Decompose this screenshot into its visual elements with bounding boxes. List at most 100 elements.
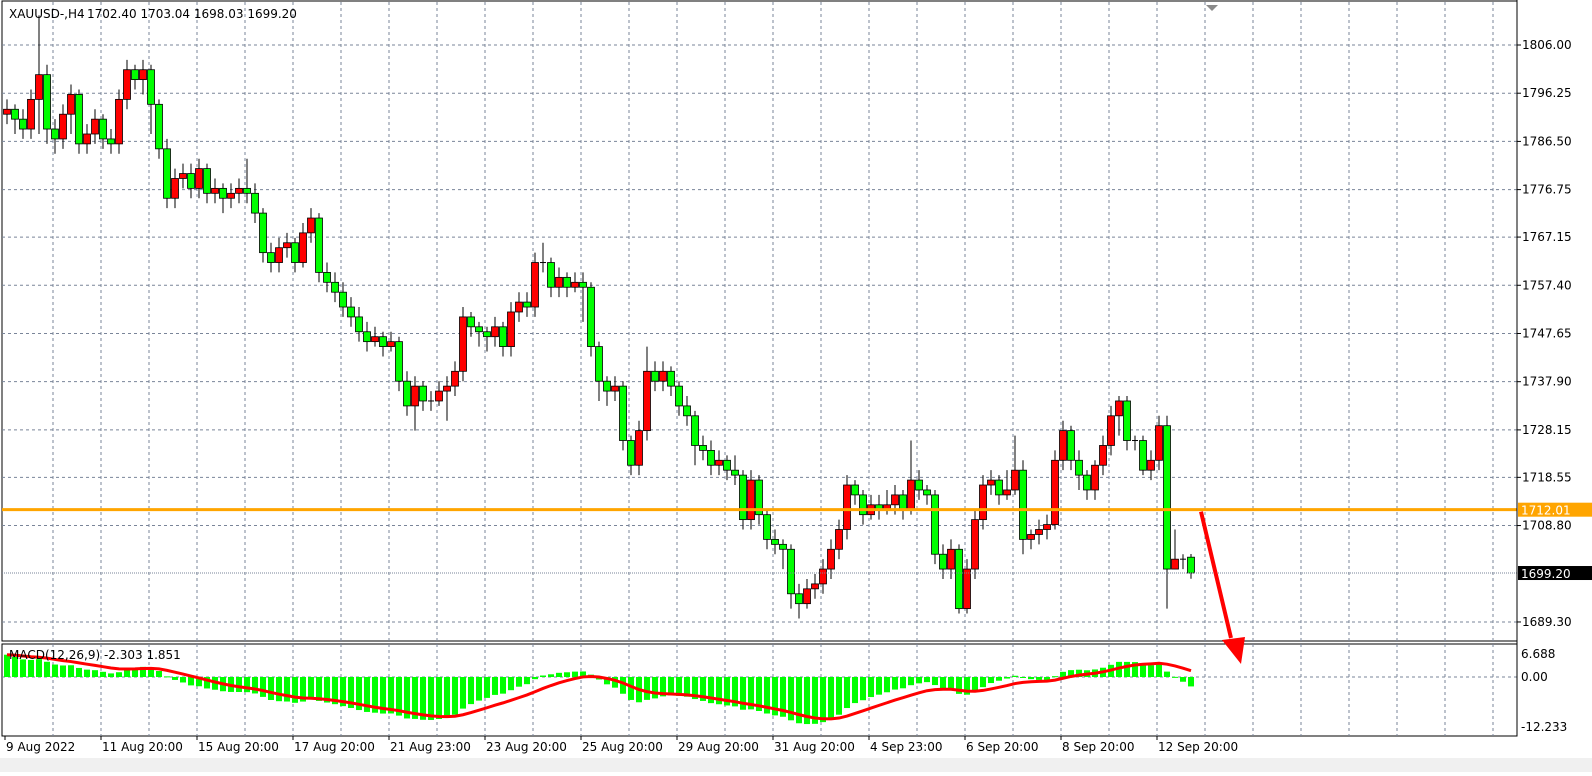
candles bbox=[2, 15, 1517, 664]
macd-histogram-bar bbox=[532, 677, 538, 680]
candle-body bbox=[1027, 534, 1035, 540]
macd-histogram-bar bbox=[1124, 661, 1130, 677]
macd-histogram-bar bbox=[1044, 677, 1050, 681]
candle-body bbox=[635, 430, 643, 466]
candle-body bbox=[1147, 459, 1155, 471]
price-tick-label: 1786.50 bbox=[1522, 134, 1572, 148]
macd-histogram-bar bbox=[372, 677, 378, 713]
candle-body bbox=[403, 380, 411, 407]
level-price-label: 1712.01 bbox=[1521, 504, 1571, 518]
macd-histogram-bar bbox=[828, 677, 834, 719]
candle-body bbox=[683, 405, 691, 417]
macd-histogram-bar bbox=[676, 677, 682, 696]
macd-histogram-bar bbox=[196, 677, 202, 687]
candle-body bbox=[787, 548, 795, 595]
macd-histogram-bar bbox=[804, 677, 810, 725]
candle-body bbox=[563, 276, 571, 288]
candle-body bbox=[283, 242, 291, 249]
candle-body bbox=[747, 479, 755, 521]
candle-body bbox=[755, 479, 763, 516]
candle-body bbox=[323, 272, 331, 283]
macd-histogram-bar bbox=[92, 670, 98, 677]
candle-body bbox=[483, 331, 491, 338]
time-tick-label: 31 Aug 20:00 bbox=[774, 740, 855, 754]
macd-histogram-bar bbox=[868, 677, 874, 698]
candle-body bbox=[99, 118, 107, 140]
macd-histogram-bar bbox=[1172, 676, 1178, 678]
macd-histogram-bar bbox=[268, 677, 274, 700]
candle-body bbox=[627, 440, 635, 466]
candle-body bbox=[779, 543, 787, 550]
macd-histogram-bar bbox=[156, 671, 162, 677]
candle-body bbox=[371, 336, 379, 343]
candle-body bbox=[651, 370, 659, 382]
candle-body bbox=[347, 306, 355, 318]
macd-histogram-bar bbox=[860, 677, 866, 701]
candle-body bbox=[307, 217, 315, 234]
macd-tick-label: 6.688 bbox=[1521, 647, 1555, 661]
macd-histogram-bar bbox=[1156, 664, 1162, 677]
candle-body bbox=[155, 103, 163, 150]
macd-histogram-bar bbox=[1140, 664, 1146, 677]
macd-histogram-bar bbox=[244, 677, 250, 693]
macd-label: MACD(12,26,9) -2.303 1.851 bbox=[9, 648, 181, 662]
macd-histogram-bar bbox=[28, 659, 34, 677]
chart-shift-marker-icon[interactable] bbox=[1206, 5, 1218, 11]
macd-tick-label: -12.233 bbox=[1521, 720, 1567, 734]
candle-body bbox=[955, 548, 963, 610]
macd-histogram-bar bbox=[836, 677, 842, 715]
time-tick-label: 29 Aug 20:00 bbox=[678, 740, 759, 754]
candle-body bbox=[67, 94, 75, 115]
annotation-arrow-shaft bbox=[1199, 511, 1233, 639]
macd-histogram-bar bbox=[604, 677, 610, 685]
macd-histogram-bar bbox=[892, 677, 898, 690]
candle-body bbox=[843, 484, 851, 530]
candle-body bbox=[795, 593, 803, 605]
chart-symbol: XAUUSD-,H4 bbox=[9, 7, 85, 21]
macd-histogram-bar bbox=[996, 677, 1002, 681]
candle-body bbox=[475, 326, 483, 333]
candle-body bbox=[907, 479, 915, 511]
candle-body bbox=[275, 247, 283, 263]
macd-histogram-bar bbox=[292, 677, 298, 703]
candle-body bbox=[1163, 425, 1171, 570]
macd-pane bbox=[4, 653, 1194, 725]
macd-histogram-bar bbox=[356, 677, 362, 711]
macd-histogram-bar bbox=[60, 665, 66, 677]
macd-histogram-bar bbox=[964, 677, 970, 695]
candle-body bbox=[3, 108, 11, 115]
macd-histogram-bar bbox=[1052, 676, 1058, 678]
grid bbox=[1, 0, 1518, 737]
candle-body bbox=[1099, 445, 1107, 466]
candle-body bbox=[19, 118, 27, 130]
macd-histogram-bar bbox=[308, 677, 314, 700]
macd-histogram-bar bbox=[284, 677, 290, 702]
candle-body bbox=[1171, 558, 1179, 570]
macd-histogram-bar bbox=[524, 677, 530, 685]
macd-histogram-bar bbox=[396, 677, 402, 716]
macd-histogram-bar bbox=[476, 677, 482, 701]
candle-body bbox=[731, 469, 739, 476]
time-tick-label: 12 Sep 20:00 bbox=[1158, 740, 1238, 754]
macd-histogram-bar bbox=[452, 677, 458, 715]
candle-body bbox=[1107, 415, 1115, 446]
candle-body bbox=[147, 69, 155, 105]
candle-body bbox=[827, 548, 835, 570]
candle-body bbox=[107, 138, 115, 145]
macd-histogram-bar bbox=[84, 669, 90, 677]
macd-histogram-bar bbox=[204, 677, 210, 689]
macd-histogram-bar bbox=[844, 677, 850, 709]
candle-body bbox=[859, 494, 867, 516]
chart-ohlc-readout: 1702.40 1703.04 1698.03 1699.20 bbox=[87, 7, 297, 21]
macd-histogram-bar bbox=[916, 677, 922, 684]
candle-body bbox=[499, 326, 507, 347]
macd-histogram-bar bbox=[620, 677, 626, 694]
candle-body bbox=[443, 385, 451, 392]
macd-histogram-bar bbox=[852, 677, 858, 704]
macd-histogram-bar bbox=[1036, 677, 1042, 680]
macd-histogram-bar bbox=[932, 677, 938, 686]
macd-histogram-bar bbox=[876, 677, 882, 695]
macd-histogram-bar bbox=[1076, 669, 1082, 677]
